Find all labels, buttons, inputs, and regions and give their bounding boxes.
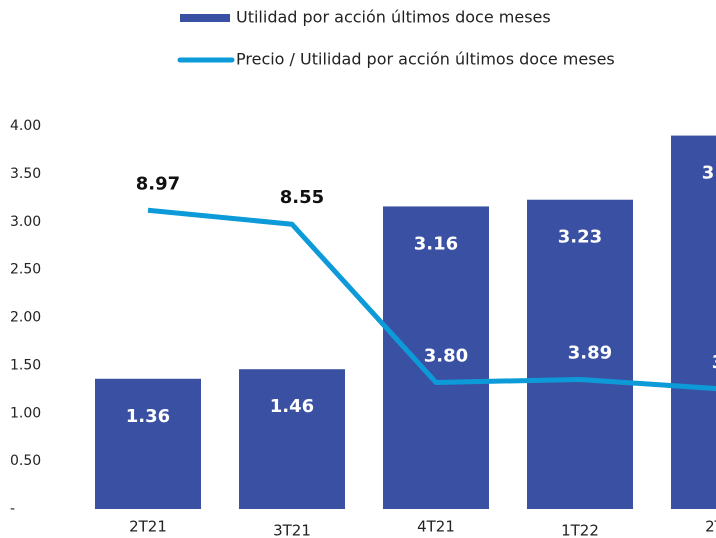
legend-label: Precio / Utilidad por acción últimos doc… (236, 50, 615, 69)
legend-label: Utilidad por acción últimos doce meses (236, 8, 551, 27)
bar-label: 1.36 (126, 406, 170, 427)
line-label: 3.60 (712, 352, 716, 373)
bar (527, 199, 633, 510)
x-tick-label: 3T21 (273, 522, 311, 538)
x-tick-label: 4T21 (417, 518, 455, 536)
y-tick-label: 2.50 (10, 262, 41, 278)
y-tick-label: 2.00 (10, 310, 41, 326)
bar (95, 378, 201, 509)
line-label: 8.97 (136, 173, 180, 194)
x-tick-label: 2T22 (705, 518, 716, 536)
bar-label: 3.16 (414, 233, 458, 254)
bar-label: 3.23 (558, 227, 602, 248)
x-tick-label: 2T21 (129, 518, 167, 536)
bar (239, 369, 345, 509)
x-tick-label: 1T22 (561, 522, 599, 538)
y-tick-label: 1.50 (10, 357, 41, 373)
y-tick-label: 0.50 (10, 453, 41, 469)
bar (383, 206, 489, 509)
y-tick-label: - (10, 501, 15, 517)
line-label: 8.55 (280, 187, 324, 208)
bar (671, 135, 716, 509)
y-tick-label: 4.00 (10, 118, 41, 134)
y-tick-label: 3.00 (10, 214, 41, 230)
bar-label: 1.46 (270, 396, 314, 417)
y-tick-label: 3.50 (10, 166, 41, 182)
line (147, 207, 716, 392)
legend-swatch (180, 14, 230, 22)
line-label: 3.89 (568, 342, 612, 363)
bar-label: 3.90 (702, 163, 716, 184)
line-label: 3.80 (424, 345, 468, 366)
y-tick-label: 1.00 (10, 405, 41, 421)
